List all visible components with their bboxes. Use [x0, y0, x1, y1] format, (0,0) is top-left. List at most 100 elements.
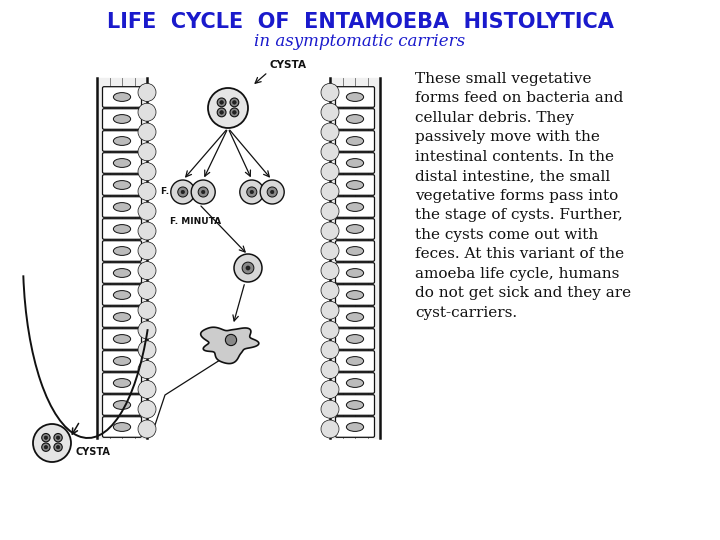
Circle shape	[242, 262, 254, 274]
Ellipse shape	[113, 423, 130, 431]
Ellipse shape	[113, 137, 130, 145]
Text: in asymptomatic carriers: in asymptomatic carriers	[254, 33, 466, 51]
Ellipse shape	[346, 335, 364, 343]
Circle shape	[138, 242, 156, 260]
Circle shape	[54, 443, 62, 451]
Circle shape	[56, 446, 60, 449]
Ellipse shape	[346, 247, 364, 255]
Circle shape	[321, 103, 339, 121]
Circle shape	[267, 187, 277, 197]
Ellipse shape	[346, 137, 364, 145]
FancyBboxPatch shape	[336, 350, 374, 372]
Circle shape	[321, 361, 339, 379]
FancyBboxPatch shape	[336, 395, 374, 415]
Circle shape	[321, 123, 339, 141]
Ellipse shape	[346, 268, 364, 278]
Ellipse shape	[346, 114, 364, 124]
Circle shape	[250, 190, 253, 194]
Circle shape	[178, 187, 188, 197]
Circle shape	[54, 434, 62, 442]
FancyBboxPatch shape	[102, 373, 142, 393]
Circle shape	[321, 420, 339, 438]
Circle shape	[138, 341, 156, 359]
FancyBboxPatch shape	[336, 307, 374, 327]
Circle shape	[138, 420, 156, 438]
Polygon shape	[201, 327, 258, 363]
Ellipse shape	[346, 356, 364, 366]
FancyBboxPatch shape	[336, 153, 374, 173]
Circle shape	[33, 424, 71, 462]
Circle shape	[44, 436, 48, 440]
FancyBboxPatch shape	[102, 87, 142, 107]
Text: CYSTA: CYSTA	[76, 447, 111, 457]
FancyBboxPatch shape	[336, 131, 374, 151]
Circle shape	[321, 400, 339, 418]
Circle shape	[321, 321, 339, 339]
Circle shape	[56, 436, 60, 440]
Circle shape	[192, 180, 215, 204]
Circle shape	[42, 443, 50, 451]
Ellipse shape	[113, 180, 130, 190]
Ellipse shape	[346, 225, 364, 233]
Circle shape	[138, 163, 156, 180]
Ellipse shape	[346, 180, 364, 190]
Text: CYSTA: CYSTA	[270, 60, 307, 70]
FancyBboxPatch shape	[336, 285, 374, 305]
Circle shape	[321, 183, 339, 200]
Ellipse shape	[113, 356, 130, 366]
FancyBboxPatch shape	[336, 417, 374, 437]
Circle shape	[181, 190, 184, 194]
FancyBboxPatch shape	[102, 175, 142, 195]
Ellipse shape	[346, 202, 364, 211]
Circle shape	[138, 301, 156, 319]
Circle shape	[230, 108, 239, 117]
Circle shape	[233, 100, 236, 104]
FancyBboxPatch shape	[102, 395, 142, 415]
Circle shape	[138, 143, 156, 161]
FancyBboxPatch shape	[102, 262, 142, 284]
Circle shape	[138, 380, 156, 399]
FancyBboxPatch shape	[102, 197, 142, 217]
FancyBboxPatch shape	[102, 285, 142, 305]
Text: These small vegetative
forms feed on bacteria and
cellular debris. They
passivel: These small vegetative forms feed on bac…	[415, 72, 631, 320]
Circle shape	[217, 98, 226, 107]
FancyBboxPatch shape	[102, 109, 142, 129]
Ellipse shape	[113, 313, 130, 321]
Circle shape	[321, 163, 339, 180]
Text: LIFE  CYCLE  OF  ENTAMOEBA  HISTOLYTICA: LIFE CYCLE OF ENTAMOEBA HISTOLYTICA	[107, 12, 613, 32]
Circle shape	[321, 301, 339, 319]
FancyBboxPatch shape	[336, 373, 374, 393]
FancyBboxPatch shape	[102, 153, 142, 173]
Circle shape	[217, 108, 226, 117]
Circle shape	[138, 123, 156, 141]
FancyBboxPatch shape	[102, 350, 142, 372]
Circle shape	[225, 334, 237, 346]
Circle shape	[321, 242, 339, 260]
Ellipse shape	[113, 225, 130, 233]
Circle shape	[138, 400, 156, 418]
Ellipse shape	[346, 313, 364, 321]
Circle shape	[321, 83, 339, 102]
Circle shape	[138, 361, 156, 379]
FancyBboxPatch shape	[336, 219, 374, 239]
FancyBboxPatch shape	[102, 307, 142, 327]
FancyBboxPatch shape	[102, 219, 142, 239]
Circle shape	[321, 380, 339, 399]
Circle shape	[271, 190, 274, 194]
Circle shape	[321, 222, 339, 240]
Circle shape	[138, 261, 156, 280]
Ellipse shape	[113, 401, 130, 409]
Circle shape	[233, 111, 236, 114]
Ellipse shape	[113, 114, 130, 124]
FancyBboxPatch shape	[336, 197, 374, 217]
FancyBboxPatch shape	[336, 175, 374, 195]
Ellipse shape	[113, 268, 130, 278]
Ellipse shape	[113, 202, 130, 211]
Circle shape	[240, 180, 264, 204]
Circle shape	[198, 187, 208, 197]
Ellipse shape	[346, 159, 364, 167]
Ellipse shape	[346, 379, 364, 387]
Circle shape	[321, 281, 339, 299]
FancyBboxPatch shape	[102, 329, 142, 349]
Circle shape	[208, 88, 248, 128]
